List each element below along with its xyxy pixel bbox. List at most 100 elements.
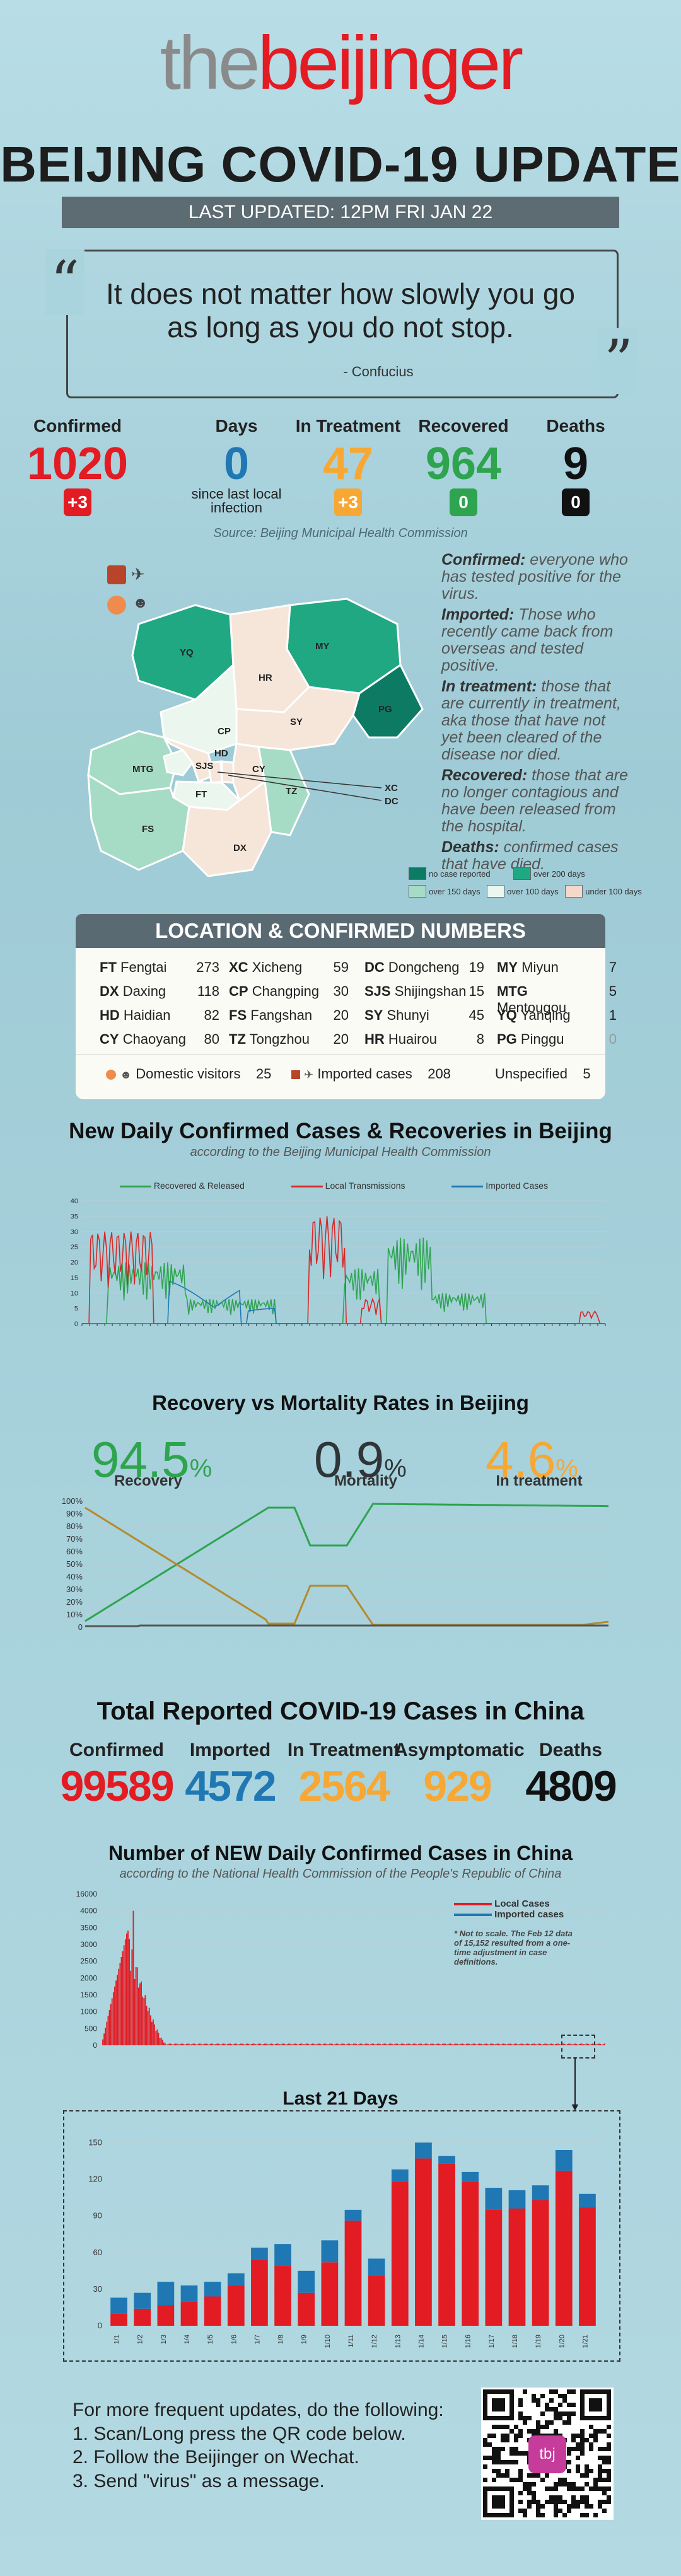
china-daily-bar (385, 2043, 387, 2045)
l21-xtick: 1/21 (581, 2335, 589, 2348)
china-daily-bar (356, 2043, 358, 2045)
china-daily-bar (363, 2044, 365, 2045)
china-daily-bar (523, 2044, 525, 2045)
qr-module (496, 2447, 501, 2451)
l21-xtick: 1/16 (465, 2335, 472, 2348)
qr-module (545, 2403, 549, 2407)
qr-code[interactable] (481, 2388, 614, 2520)
china-daily-bar (151, 2021, 153, 2045)
china-daily-bar (247, 2043, 248, 2045)
china-confirmed-value: 99589 (60, 1762, 174, 1810)
qr-module (492, 2456, 496, 2460)
qr-module (598, 2447, 602, 2451)
def-recovered: Recovered: those that are no longer cont… (441, 766, 629, 835)
l21-bar-imported (391, 2169, 409, 2182)
l21-bar-imported (251, 2248, 268, 2260)
china-daily-bar (547, 2044, 549, 2045)
qr-module (576, 2504, 580, 2509)
location-fs: FS Fangshan (229, 1007, 313, 1023)
close-quote-icon: ” (599, 328, 639, 394)
china-daily-bar (142, 1996, 144, 2045)
l21-ytick: 90 (93, 2211, 102, 2221)
china-ytick: 1500 (80, 1990, 97, 1999)
qr-module (492, 2478, 496, 2482)
qr-module (558, 2500, 562, 2504)
china-daily-bar (593, 2043, 595, 2045)
china-daily-bar (335, 2043, 337, 2045)
china-daily-bar (388, 2043, 390, 2045)
china-daily-bar (515, 2043, 516, 2045)
daily-chart-subtitle: according to the Beijing Municipal Healt… (190, 1145, 491, 1159)
recovery-ytick: 90% (66, 1509, 83, 1518)
qr-module (567, 2403, 571, 2407)
qr-module (532, 2394, 536, 2398)
china-daily-bar (344, 2043, 346, 2045)
l21-bar-imported (157, 2282, 175, 2306)
source-note: Source: Beijing Municipal Health Commiss… (213, 526, 468, 540)
qr-module (576, 2464, 580, 2469)
qr-module (580, 2495, 585, 2500)
qr-module (593, 2438, 598, 2442)
china-daily-bar (350, 2044, 352, 2045)
china-daily-bar (318, 2043, 320, 2045)
qr-module (567, 2482, 571, 2486)
china-daily-bar (187, 2043, 189, 2045)
qr-module (571, 2434, 576, 2438)
district-dc (221, 760, 235, 784)
qr-module (545, 2407, 549, 2411)
china-daily-bar (203, 2044, 204, 2045)
china-daily-bar (311, 2043, 313, 2045)
qr-module (562, 2398, 567, 2403)
label-mtg: MTG (132, 764, 153, 775)
china-daily-bar (216, 2043, 218, 2045)
l21-bar-local (204, 2296, 221, 2326)
china-daily-bar (459, 2044, 461, 2045)
qr-module (509, 2451, 514, 2456)
china-daily-bar (219, 2044, 221, 2045)
recovery-ytick: 0 (78, 1622, 83, 1632)
china-daily-bar (591, 2043, 593, 2045)
qr-module (501, 2425, 505, 2429)
china-asymptomatic-value: 929 (423, 1762, 492, 1810)
location-xc-count: 59 (333, 959, 349, 975)
china-daily-bar (282, 2043, 284, 2045)
location-ft: FT Fengtai (100, 959, 167, 975)
china-daily-bar (430, 2043, 431, 2045)
qr-module (585, 2482, 589, 2486)
china-daily-bar (519, 2044, 520, 2045)
china-daily-bar (291, 2044, 292, 2045)
china-daily-bar (134, 1978, 136, 2045)
china-daily-bar (411, 2044, 413, 2045)
l21-bar-local (321, 2262, 339, 2326)
china-daily-bar (571, 2044, 573, 2045)
qr-module (576, 2469, 580, 2473)
china-daily-bar (323, 2043, 325, 2045)
qr-module (567, 2451, 571, 2456)
label-hd: HD (214, 748, 228, 759)
daily-ytick: 25 (71, 1244, 78, 1251)
l21-xtick: 1/19 (535, 2335, 542, 2348)
china-daily-bar (300, 2043, 301, 2045)
china-ytick: 2000 (80, 1973, 97, 1982)
qr-module (518, 2429, 523, 2434)
china-daily-bar (528, 2043, 530, 2045)
qr-module (567, 2389, 571, 2394)
china-daily-bar (433, 2043, 434, 2045)
qr-module (580, 2447, 585, 2451)
qr-module (571, 2389, 576, 2394)
qr-module (571, 2447, 576, 2451)
china-daily-bar (484, 2043, 486, 2045)
l21-bar-imported (110, 2297, 127, 2314)
location-table (76, 948, 605, 1099)
l21-xtick: 1/14 (417, 2335, 425, 2348)
qr-module (527, 2486, 532, 2491)
china-daily-bar (600, 2043, 602, 2045)
qr-module (527, 2429, 532, 2434)
l21-bar-local (251, 2260, 268, 2326)
china-daily-bar (224, 2043, 226, 2045)
china-daily-bar (135, 1967, 137, 2045)
china-daily-bar (603, 2043, 605, 2045)
qr-module (509, 2447, 514, 2451)
label-pg: PG (378, 704, 392, 715)
l21-ytick: 30 (93, 2284, 102, 2294)
